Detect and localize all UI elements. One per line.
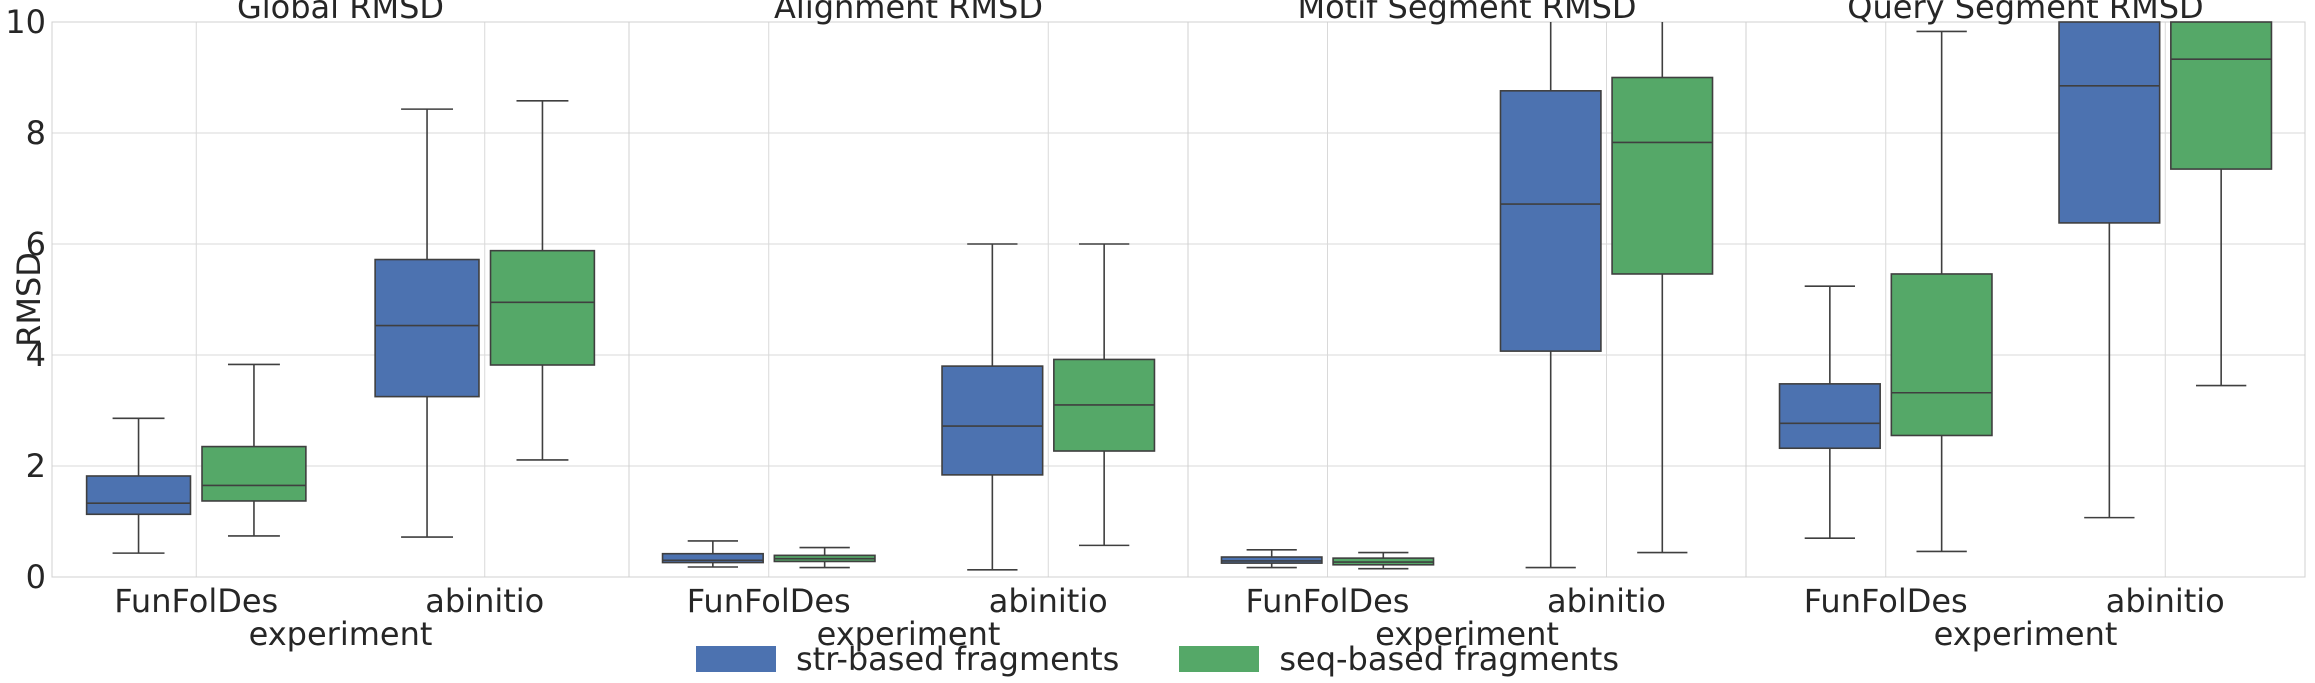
x-tick-label: abinitio [1547, 582, 1666, 620]
box-str [941, 365, 1044, 476]
x-tick-label: FunFolDes [1804, 582, 1968, 620]
panel-title: Alignment RMSD [774, 0, 1043, 26]
box-seq [1611, 76, 1714, 275]
box-str [2058, 21, 2161, 224]
y-tick-label: 2 [26, 447, 46, 485]
legend-label-str-based: str-based fragments [795, 640, 1120, 678]
panel-title: Motif Segment RMSD [1297, 0, 1636, 26]
box-seq [201, 445, 307, 502]
box-seq [2170, 21, 2273, 170]
x-tick-label: abinitio [425, 582, 544, 620]
box-str [1220, 556, 1323, 564]
legend: str-based fragments seq-based fragments [0, 640, 2315, 678]
box-str [1499, 90, 1602, 352]
legend-swatch-seq-based [1179, 646, 1260, 672]
x-tick-label: FunFolDes [114, 582, 278, 620]
box-str [661, 552, 764, 564]
panel-frame [1745, 21, 2306, 578]
y-tick-label: 4 [26, 336, 46, 374]
x-axis-label: experiment [249, 615, 433, 653]
x-axis-label: experiment [1934, 615, 2118, 653]
box-seq [489, 249, 596, 366]
x-tick-label: FunFolDes [687, 582, 851, 620]
x-tick-label: abinitio [989, 582, 1108, 620]
box-str [85, 475, 192, 516]
y-tick-label: 10 [5, 3, 46, 41]
legend-item-seq-based: seq-based fragments [1179, 640, 1619, 678]
y-axis-label: RMSD [10, 252, 48, 347]
x-axis-label: experiment [817, 615, 1001, 653]
x-tick-label: FunFolDes [1246, 582, 1410, 620]
x-tick-label: abinitio [2106, 582, 2225, 620]
box-str [1778, 383, 1881, 450]
panel-title: Global RMSD [237, 0, 444, 26]
legend-item-str-based: str-based fragments [695, 640, 1120, 678]
box-str [374, 258, 480, 398]
legend-swatch-str-based [695, 646, 776, 672]
y-tick-label: 6 [26, 225, 46, 263]
box-seq [1890, 273, 1993, 437]
y-tick-label: 8 [26, 114, 46, 152]
legend-label-seq-based: seq-based fragments [1279, 640, 1620, 678]
y-tick-label: 0 [26, 558, 46, 596]
x-axis-label: experiment [1375, 615, 1559, 653]
